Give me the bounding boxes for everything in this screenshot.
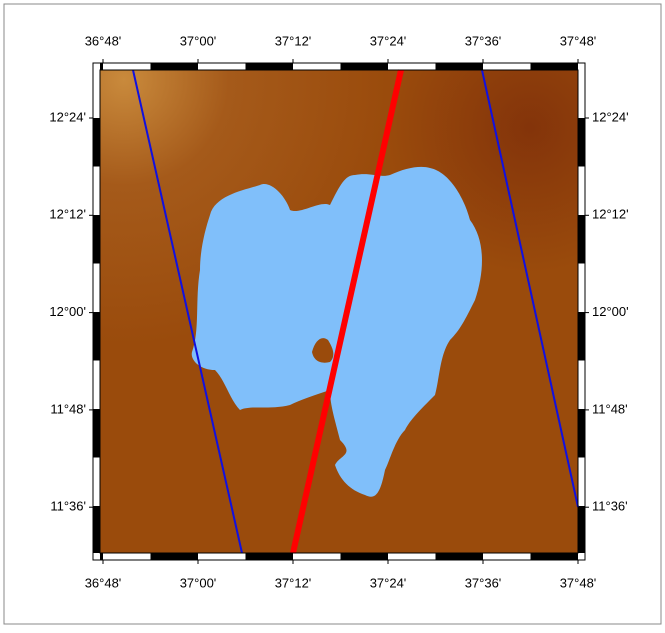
frame-segment (436, 553, 484, 560)
frame-segment (341, 553, 389, 560)
y-label-left: 12°00' (49, 304, 86, 319)
y-label-right: 12°24' (592, 109, 629, 124)
frame-segment (578, 118, 585, 167)
x-label-bottom: 37°48' (560, 575, 597, 590)
x-label-bottom: 37°00' (180, 575, 217, 590)
frame-segment (100, 63, 103, 70)
map-figure: 36°48' 36°48' 37°00' 37°00' 37°12' 37°12' 37°2… (0, 0, 665, 628)
x-label-top: 37°12' (275, 33, 312, 48)
x-label-top: 37°24' (370, 33, 407, 48)
frame-segment (93, 215, 100, 264)
frame-segment (341, 63, 389, 70)
frame-segment (100, 553, 103, 560)
x-label-bottom: 37°12' (275, 575, 312, 590)
x-label-bottom: 37°24' (370, 575, 407, 590)
x-label-top: 36°48' (85, 33, 122, 48)
x-label-bottom: 36°48' (85, 575, 122, 590)
frame-segment (93, 312, 100, 361)
frame-segment (93, 409, 100, 458)
frame-segment (578, 312, 585, 361)
y-label-right: 12°12' (592, 207, 629, 222)
frame-segment (93, 118, 100, 167)
y-label-left: 11°36' (50, 499, 86, 514)
y-label-left: 11°48' (50, 401, 86, 416)
x-label-top: 37°00' (180, 33, 217, 48)
x-label-top: 37°36' (465, 33, 502, 48)
frame-segment (578, 215, 585, 264)
y-label-right: 12°00' (592, 304, 629, 319)
y-label-right: 11°48' (592, 401, 628, 416)
frame-segment (531, 553, 579, 560)
y-label-left: 12°24' (49, 109, 86, 124)
frame-segment (578, 506, 585, 553)
frame-segment (578, 409, 585, 458)
y-label-left: 12°12' (49, 207, 86, 222)
frame-segment (151, 63, 199, 70)
frame-segment (151, 553, 199, 560)
x-label-top: 37°48' (560, 33, 597, 48)
y-label-right: 11°36' (592, 499, 628, 514)
x-label-bottom: 37°36' (465, 575, 502, 590)
frame-segment (246, 553, 294, 560)
frame-segment (246, 63, 294, 70)
frame-segment (436, 63, 484, 70)
frame-segment (93, 506, 100, 553)
frame-segment (531, 63, 579, 70)
